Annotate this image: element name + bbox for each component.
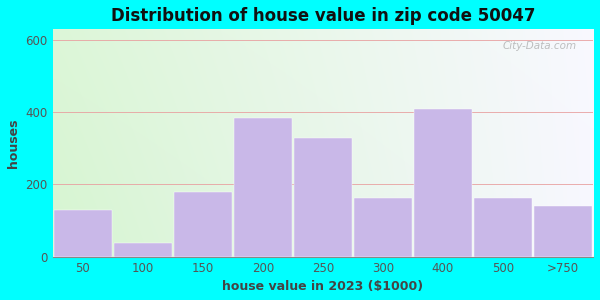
Bar xyxy=(474,198,532,256)
Bar xyxy=(233,118,292,256)
Title: Distribution of house value in zip code 50047: Distribution of house value in zip code … xyxy=(110,7,535,25)
Y-axis label: houses: houses xyxy=(7,118,20,168)
Bar xyxy=(534,206,592,256)
Bar xyxy=(53,210,112,256)
Bar xyxy=(113,243,172,256)
Bar xyxy=(173,192,232,256)
Bar xyxy=(294,137,352,256)
Text: City-Data.com: City-Data.com xyxy=(503,40,577,51)
X-axis label: house value in 2023 ($1000): house value in 2023 ($1000) xyxy=(222,280,424,293)
Bar xyxy=(354,198,412,256)
Bar xyxy=(414,109,472,256)
